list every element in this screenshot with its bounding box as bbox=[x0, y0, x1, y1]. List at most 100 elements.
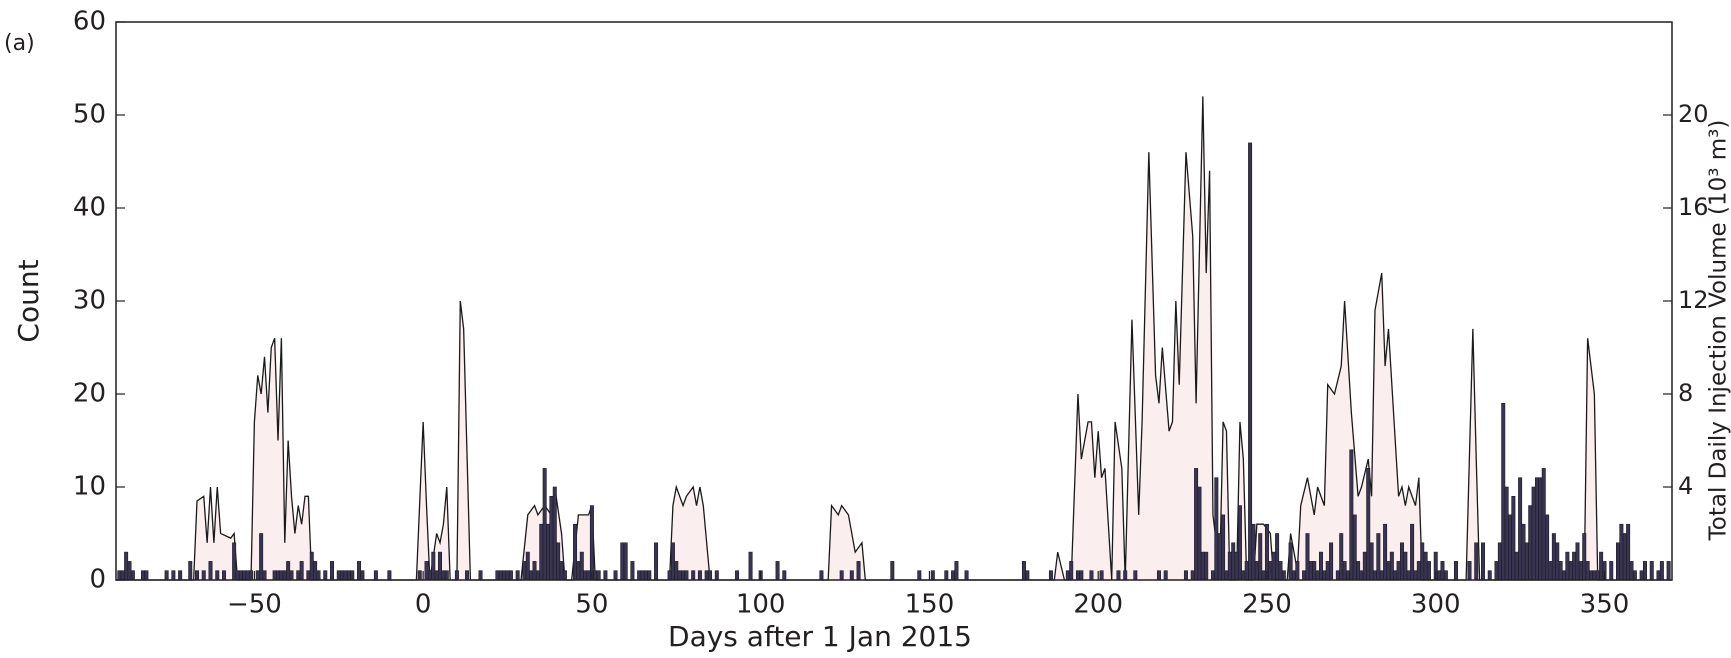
bar bbox=[1372, 570, 1377, 581]
bar bbox=[164, 570, 169, 581]
x-tick-label: 250 bbox=[1242, 590, 1292, 620]
bar bbox=[1393, 570, 1398, 581]
bar bbox=[323, 570, 328, 581]
bar bbox=[357, 561, 362, 581]
bar bbox=[1342, 561, 1347, 581]
bar bbox=[603, 570, 608, 581]
bar bbox=[1366, 468, 1371, 581]
bar bbox=[586, 570, 591, 581]
bar bbox=[259, 533, 264, 581]
bar bbox=[539, 523, 544, 581]
bar bbox=[424, 561, 429, 581]
bar bbox=[1065, 570, 1070, 581]
bar bbox=[1639, 570, 1644, 581]
bar bbox=[188, 561, 193, 581]
bar bbox=[748, 551, 753, 581]
bar bbox=[1335, 570, 1340, 581]
bar bbox=[1295, 561, 1300, 581]
bar bbox=[1589, 570, 1593, 581]
bar bbox=[1453, 561, 1458, 581]
area-line bbox=[116, 96, 1672, 581]
bar bbox=[1261, 570, 1266, 581]
bar bbox=[1572, 551, 1577, 581]
bar bbox=[1386, 561, 1391, 581]
bar bbox=[1666, 561, 1671, 581]
bar bbox=[1521, 523, 1526, 581]
bar bbox=[1376, 533, 1381, 581]
bar bbox=[417, 570, 422, 581]
bar bbox=[1302, 570, 1307, 581]
bar bbox=[562, 570, 567, 581]
bar bbox=[124, 551, 129, 581]
bar bbox=[1224, 570, 1229, 581]
bar bbox=[1480, 542, 1485, 581]
bar bbox=[1501, 402, 1506, 581]
bar bbox=[171, 570, 176, 581]
bar bbox=[296, 570, 301, 581]
bar bbox=[596, 570, 601, 581]
bar bbox=[279, 570, 284, 581]
bar bbox=[262, 570, 267, 581]
bar bbox=[1244, 561, 1249, 581]
bar bbox=[235, 570, 240, 581]
bar bbox=[195, 570, 199, 581]
bar bbox=[1345, 570, 1350, 581]
bar bbox=[1575, 542, 1580, 581]
bar bbox=[1511, 495, 1516, 581]
bar bbox=[1467, 561, 1472, 581]
bar bbox=[839, 570, 844, 581]
bar bbox=[1396, 561, 1401, 581]
bar bbox=[708, 570, 713, 581]
bar bbox=[1288, 542, 1293, 581]
bar bbox=[201, 570, 206, 581]
bar bbox=[1254, 561, 1259, 581]
plot-frame bbox=[115, 21, 1673, 581]
bar bbox=[573, 523, 578, 581]
y-tick-label: 10 bbox=[73, 472, 106, 502]
y2-axis-title: Total Daily Injection Volume (10³ m³) bbox=[1706, 120, 1731, 542]
bar bbox=[215, 570, 220, 581]
bar bbox=[495, 570, 500, 581]
bar bbox=[930, 570, 935, 581]
bar bbox=[1352, 514, 1357, 581]
bar bbox=[1315, 570, 1320, 581]
bar bbox=[667, 570, 672, 581]
bar bbox=[1548, 561, 1553, 581]
bar bbox=[1359, 570, 1364, 581]
y2-tick-label: 4 bbox=[1678, 472, 1693, 500]
bar bbox=[1622, 533, 1627, 581]
bar bbox=[735, 570, 740, 581]
bar bbox=[502, 570, 507, 581]
bar bbox=[1558, 561, 1563, 581]
bar bbox=[1021, 561, 1026, 581]
bar bbox=[1632, 570, 1637, 581]
bar bbox=[964, 570, 969, 581]
bar bbox=[579, 551, 584, 581]
bar bbox=[782, 570, 787, 581]
x-tick-label: 200 bbox=[1073, 590, 1123, 620]
bar bbox=[306, 570, 311, 581]
x-tick-label: 350 bbox=[1580, 590, 1630, 620]
y-tick-label: 40 bbox=[73, 193, 106, 223]
bar bbox=[532, 561, 537, 581]
bar bbox=[1075, 570, 1080, 581]
bar bbox=[542, 468, 547, 581]
bar bbox=[222, 570, 226, 581]
y-axis-title: Count bbox=[12, 259, 45, 342]
bar bbox=[714, 570, 719, 581]
bar bbox=[1413, 570, 1418, 581]
bar bbox=[120, 570, 125, 581]
bar bbox=[819, 570, 824, 581]
bar bbox=[387, 570, 392, 581]
bar bbox=[1403, 551, 1408, 581]
bar bbox=[1221, 514, 1226, 581]
bar bbox=[1312, 561, 1317, 581]
bar bbox=[684, 570, 689, 581]
panel-annotation: (a) bbox=[4, 31, 35, 56]
bar bbox=[316, 570, 321, 581]
x-tick-label: −50 bbox=[227, 590, 282, 620]
bar bbox=[1278, 561, 1283, 581]
bar bbox=[276, 570, 281, 581]
bar bbox=[1248, 142, 1253, 581]
